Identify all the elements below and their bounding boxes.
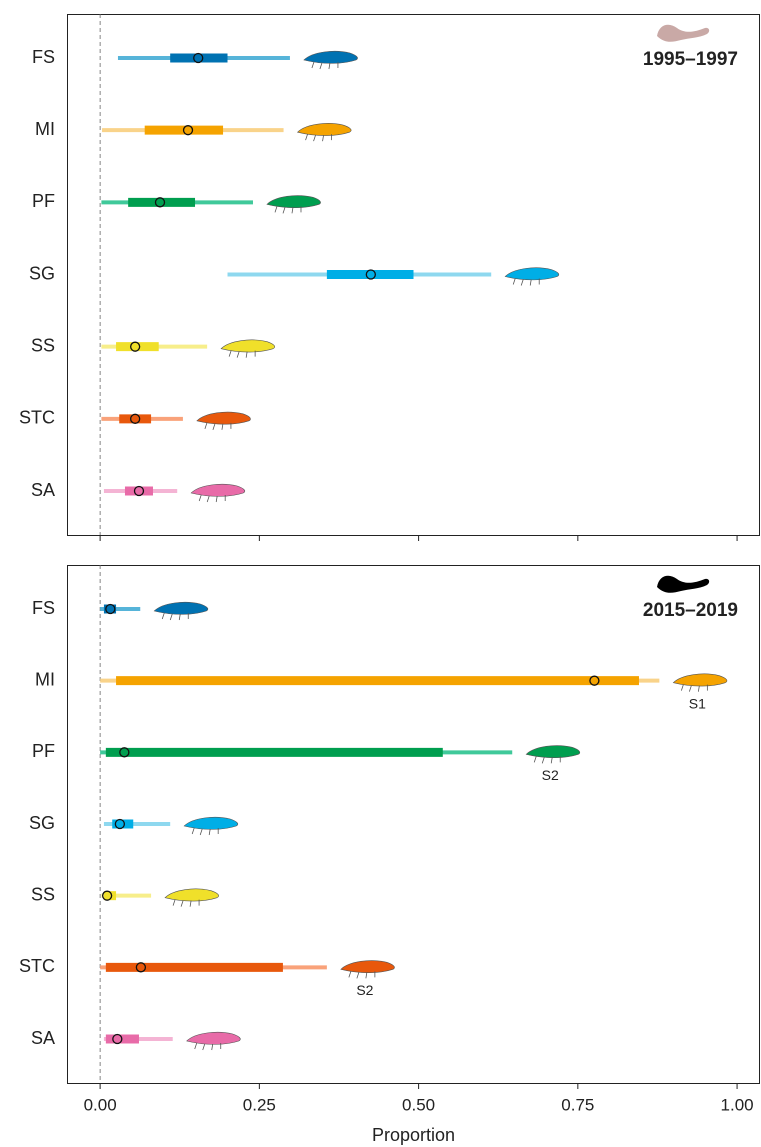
krill-body: [183, 816, 239, 830]
x-axis-label: Proportion: [372, 1125, 455, 1145]
krill-body: [164, 888, 219, 902]
median-point: [154, 197, 166, 208]
krill-icon: [525, 745, 581, 764]
category-label: SA: [31, 1028, 55, 1048]
krill-icon: [504, 267, 560, 286]
median-point: [112, 1033, 123, 1045]
krill-legs: [512, 278, 540, 286]
krill-legs: [311, 61, 339, 70]
seal-icon: [657, 575, 710, 593]
median-point: [135, 962, 147, 973]
category-label: PF: [32, 741, 55, 761]
krill-legs: [305, 134, 332, 142]
median-point: [130, 341, 141, 352]
krill-icon: [164, 888, 219, 907]
krill-icon: [303, 50, 358, 70]
median-point: [182, 125, 194, 136]
median-point: [133, 485, 145, 497]
krill-body: [190, 483, 246, 497]
annotation: S1: [689, 695, 706, 711]
krill-legs: [198, 494, 226, 503]
krill-icon: [186, 1031, 241, 1051]
x-tick-label: 0.75: [561, 1095, 594, 1114]
krill-body: [196, 411, 251, 425]
krill-legs: [680, 684, 708, 692]
krill-legs: [348, 971, 376, 979]
krill-icon: [153, 601, 209, 621]
krill-icon: [340, 960, 395, 979]
seal-shape: [657, 575, 710, 593]
category-label: MI: [35, 119, 55, 139]
krill-icon: [220, 339, 276, 358]
category-label: SG: [29, 263, 55, 283]
panel-title: 1995–1997: [643, 49, 738, 70]
x-tick-label: 1.00: [721, 1095, 754, 1114]
krill-legs: [533, 756, 561, 764]
annotation: S2: [356, 982, 373, 998]
krill-body: [186, 1031, 241, 1045]
krill-body: [340, 960, 395, 974]
seal-icon: [657, 24, 710, 42]
category-label: SS: [31, 884, 55, 904]
krill-icon: [190, 483, 246, 503]
krill-body: [525, 745, 581, 759]
category-label: SA: [31, 480, 55, 500]
krill-body: [296, 123, 352, 136]
x-tick-label: 0.50: [402, 1095, 435, 1114]
category-label: FS: [32, 598, 55, 618]
krill-body: [220, 339, 276, 353]
krill-icon: [266, 195, 321, 214]
krill-body: [504, 267, 560, 281]
krill-icon: [296, 123, 352, 142]
krill-legs: [274, 206, 302, 214]
panel-title: 2015–2019: [643, 600, 738, 621]
category-label: STC: [19, 408, 55, 428]
category-label: SS: [31, 335, 55, 355]
category-label: MI: [35, 669, 55, 689]
median-point: [130, 413, 141, 424]
krill-legs: [161, 612, 189, 621]
krill-legs: [228, 350, 256, 358]
x-tick-label: 0.25: [243, 1095, 276, 1114]
krill-icon: [183, 816, 239, 836]
median-point: [119, 747, 130, 758]
category-label: SG: [29, 813, 55, 833]
krill-body: [303, 50, 358, 64]
krill-legs: [194, 1042, 222, 1051]
krill-legs: [172, 899, 200, 907]
x-tick-label: 0.00: [84, 1095, 117, 1114]
category-label: FS: [32, 47, 55, 67]
panel-frame: [67, 14, 760, 536]
median-point: [105, 603, 116, 615]
krill-body: [266, 195, 321, 209]
median-point: [589, 675, 600, 686]
panel-frame: [67, 565, 760, 1084]
category-label: STC: [19, 956, 55, 976]
median-point: [101, 890, 113, 901]
seal-shape: [657, 24, 710, 42]
median-point: [193, 52, 204, 64]
krill-body: [153, 601, 209, 615]
annotation: S2: [542, 767, 559, 783]
krill-legs: [191, 827, 219, 836]
krill-icon: [672, 673, 728, 692]
median-point: [114, 818, 126, 830]
median-point: [365, 269, 376, 280]
krill-body: [672, 673, 728, 687]
krill-legs: [204, 422, 232, 430]
krill-icon: [196, 411, 251, 430]
category-label: PF: [32, 191, 55, 211]
